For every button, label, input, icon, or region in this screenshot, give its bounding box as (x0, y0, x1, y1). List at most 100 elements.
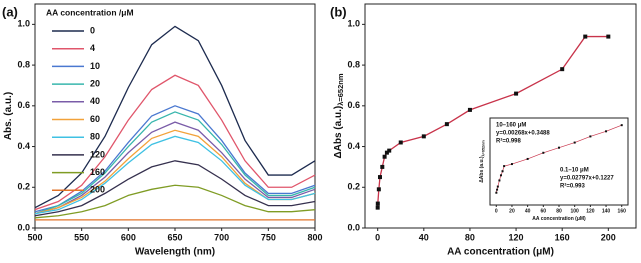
data-marker (606, 34, 611, 39)
x-tick-label: 100 (571, 208, 580, 214)
spectrum-line (34, 121, 316, 215)
data-marker (589, 135, 592, 138)
x-tick-label: 120 (509, 233, 524, 243)
x-tick-label: 80 (556, 208, 562, 214)
spectrum-line (34, 135, 316, 215)
data-marker (375, 205, 380, 210)
panel-label: (a) (2, 4, 18, 19)
x-tick-label: 800 (307, 233, 322, 243)
data-marker (384, 150, 389, 155)
x-tick-label: 80 (465, 233, 475, 243)
x-tick-label: 160 (555, 233, 570, 243)
legend-label: 0 (90, 25, 95, 35)
data-marker (375, 201, 380, 206)
x-tick-label: 600 (121, 233, 136, 243)
spectrum-line (34, 105, 316, 213)
annotation: 10–160 μM (496, 123, 526, 129)
data-marker (558, 146, 560, 149)
y-tick-label: 0.6 (17, 100, 30, 110)
panel-label: (b) (330, 4, 347, 19)
y-axis-title: ΔAbs (a.u.)λ=652nm (479, 140, 485, 183)
annotation: y=0.00268x+0.3488 (496, 131, 550, 137)
x-tick-label: 200 (601, 233, 616, 243)
y-tick-label: 1.0 (17, 19, 30, 29)
data-marker (514, 91, 519, 96)
legend-label: 200 (90, 185, 105, 195)
data-marker (376, 187, 381, 192)
x-tick-label: 500 (27, 233, 42, 243)
data-marker (398, 140, 403, 145)
legend-label: 160 (90, 167, 105, 177)
y-tick-label: 0.0 (347, 222, 360, 232)
x-tick-label: 750 (261, 233, 276, 243)
x-tick-label: 140 (602, 208, 611, 214)
y-tick-label: 0.4 (17, 141, 30, 151)
x-tick-label: 120 (586, 208, 595, 214)
y-axis-title-main: ΔAbs (a.u.) (333, 106, 344, 159)
y-axis-title-subscript: λ=652nm (481, 140, 485, 157)
legend-label: 120 (90, 149, 105, 159)
data-marker (377, 175, 382, 180)
data-marker (444, 122, 449, 127)
spectrum-line (34, 160, 316, 217)
y-tick-label: 0.0 (17, 222, 30, 232)
annotation: R²=0.993 (560, 183, 586, 190)
legend-title: AA concentration /μM (46, 7, 134, 17)
data-marker (380, 164, 385, 169)
y-tick-label: 0.2 (17, 182, 30, 192)
x-tick-label: 40 (525, 208, 531, 214)
spectrum-line (34, 111, 316, 215)
data-marker (495, 191, 498, 194)
data-marker (560, 67, 565, 72)
y-tick-label: 0.8 (347, 59, 360, 69)
y-axis-title-main: Abs. (a.u.) (3, 92, 14, 140)
data-marker (573, 141, 576, 144)
spectrum-line (34, 184, 316, 219)
data-marker (496, 188, 499, 191)
data-marker (501, 170, 504, 173)
data-marker (542, 151, 545, 154)
y-axis-title: Abs. (a.u.) (3, 92, 14, 140)
x-tick-label: 650 (167, 233, 182, 243)
plot-frame (489, 117, 629, 206)
data-marker (605, 130, 608, 133)
legend-label: 4 (90, 43, 95, 53)
legend-label: 60 (90, 114, 100, 124)
x-tick-label: 160 (618, 208, 627, 214)
x-tick-label: 20 (509, 208, 515, 214)
y-axis-title-subscript: λ=652nm (336, 73, 345, 106)
annotation: 0.1–10 μM (560, 168, 589, 174)
data-marker (387, 148, 392, 153)
data-marker (496, 185, 499, 188)
x-tick-label: 60 (541, 208, 547, 214)
x-tick-label: 0 (495, 208, 498, 214)
x-tick-label: 40 (419, 233, 429, 243)
y-tick-label: 0.4 (347, 141, 360, 151)
data-line (377, 35, 609, 208)
legend-label: 80 (90, 132, 100, 142)
x-tick-label: 700 (214, 233, 229, 243)
x-tick-label: 0 (375, 233, 380, 243)
data-marker (499, 174, 502, 177)
data-marker (382, 154, 387, 159)
y-tick-label: 0.2 (347, 182, 360, 192)
y-tick-label: 1.0 (347, 19, 360, 29)
y-tick-label: 0.8 (17, 59, 30, 69)
data-marker (510, 163, 513, 166)
legend-label: 40 (90, 96, 100, 106)
y-tick-label: 0.6 (347, 100, 360, 110)
data-marker (620, 124, 623, 127)
annotation: y=0.02797x+0.1227 (560, 176, 614, 182)
annotation: R²=0.998 (496, 138, 522, 145)
data-marker (421, 134, 426, 139)
data-marker (526, 157, 529, 160)
spectrum-line (34, 74, 316, 211)
data-marker (503, 165, 506, 168)
y-axis-title-main: ΔAbs (a.u.) (479, 156, 485, 183)
x-tick-label: 550 (74, 233, 89, 243)
x-axis-title: AA concentration (μM) (447, 246, 554, 257)
data-marker (467, 107, 472, 112)
x-axis-title: AA concentration (μM) (532, 216, 586, 222)
data-marker (498, 179, 501, 182)
